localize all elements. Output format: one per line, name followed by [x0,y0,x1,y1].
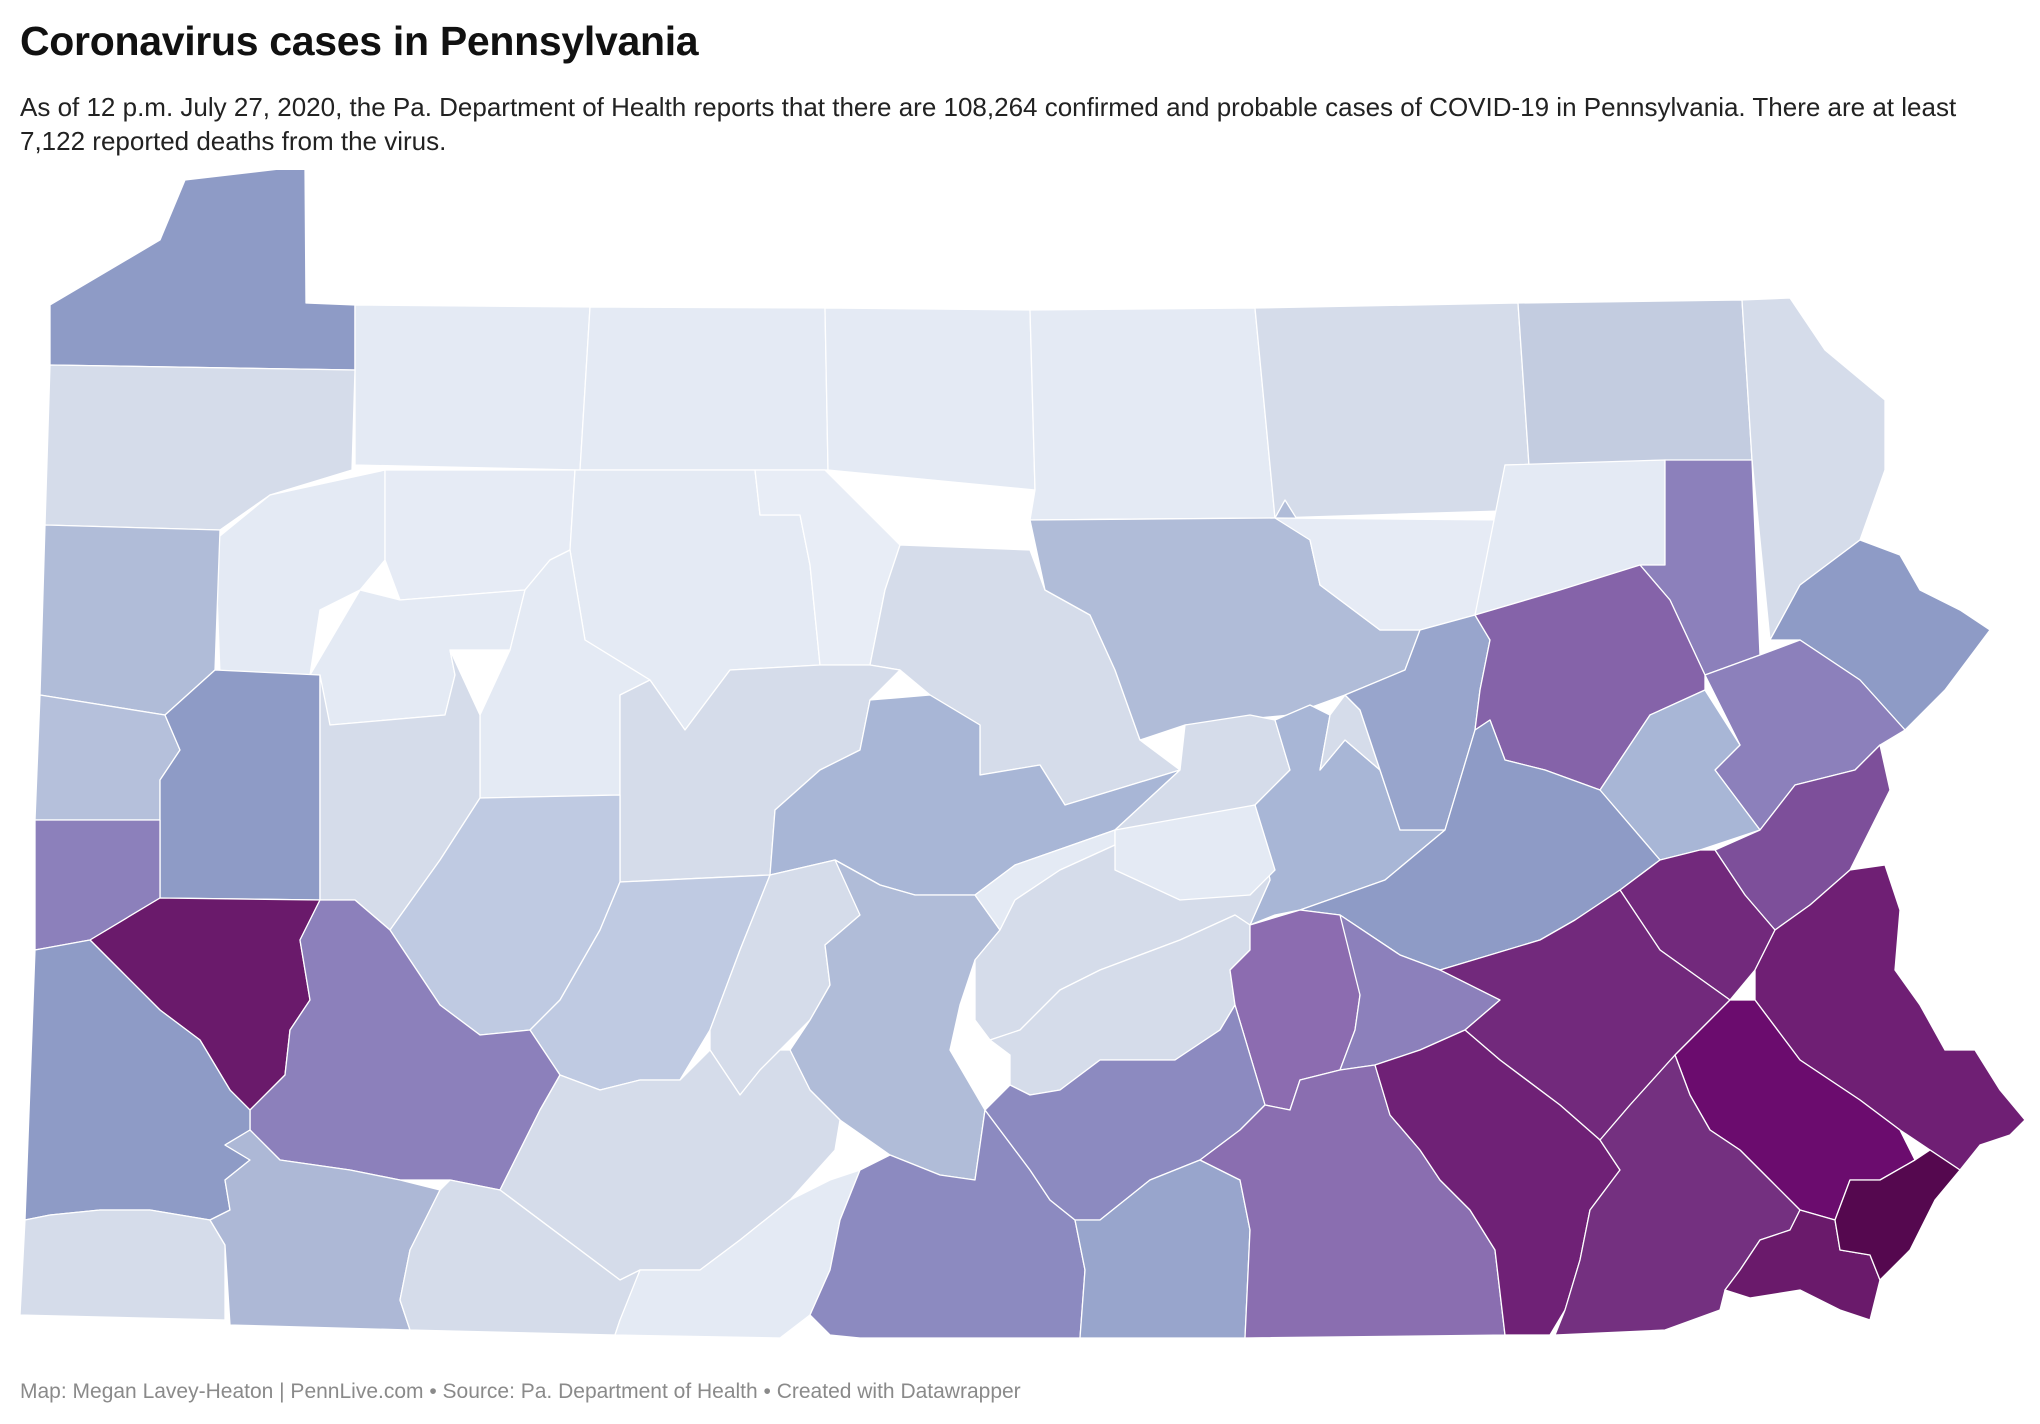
county-mckean[interactable] [579,306,829,471]
county-bradford[interactable] [1254,302,1533,519]
county-butler[interactable] [159,669,321,901]
county-layer [19,170,2026,1339]
map-description: As of 12 p.m. July 27, 2020, the Pa. Dep… [20,92,1957,156]
county-lawrence[interactable] [34,694,181,821]
map-credit: Map: Megan Lavey-Heaton | PennLive.com •… [20,1380,1021,1403]
county-greene[interactable] [19,1209,226,1321]
county-warren[interactable] [354,304,591,471]
map-title: Coronavirus cases in Pennsylvania [20,18,699,64]
county-fayette[interactable] [209,1129,441,1331]
county-erie[interactable] [49,170,356,371]
county-tioga[interactable] [1029,307,1276,521]
pennsylvania-county-map [19,170,2026,1339]
county-potter[interactable] [824,307,1036,491]
county-mercer[interactable] [39,524,221,716]
county-wayne[interactable] [1741,297,1886,641]
county-snyder[interactable] [1114,804,1276,901]
county-philadelphia[interactable] [1834,1149,1961,1281]
